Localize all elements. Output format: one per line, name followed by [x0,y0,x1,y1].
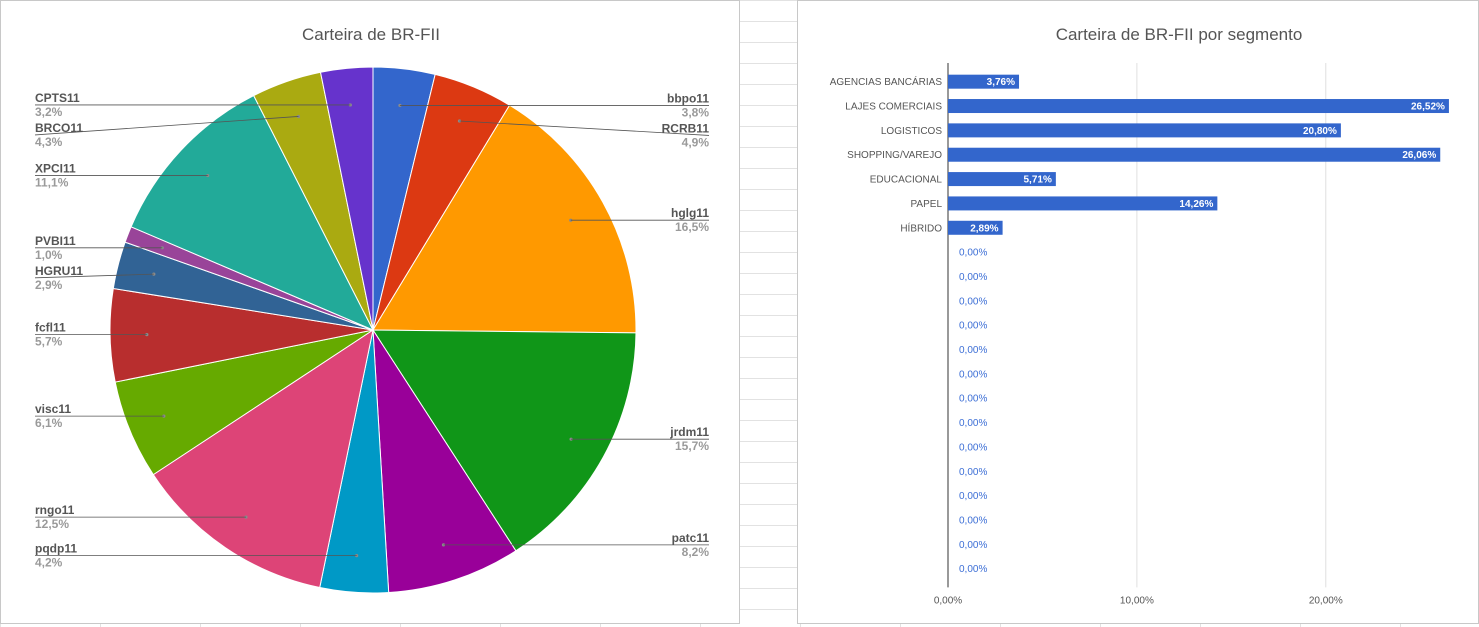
bar-value-label: 0,00% [959,515,987,526]
bar-x-tick-label: 0,00% [934,595,962,606]
bar-value-label: 5,71% [1023,175,1051,186]
bar-value-label: 14,26% [1179,199,1213,210]
bar-value-label: 0,00% [959,272,987,283]
pie-pct-rcrb11: 4,9% [682,135,710,149]
pie-leader-line-brco11 [34,116,299,136]
pie-label-cpts11: CPTS11 [35,91,80,105]
pie-label-pvbi11: PVBI11 [35,234,76,248]
pie-pct-cpts11: 3,2% [35,105,63,119]
bar-value-label: 26,52% [1411,102,1445,113]
bar-value-label: 3,76% [987,77,1015,88]
pie-label-jrdm11: jrdm11 [669,425,709,439]
pie-pct-patc11: 8,2% [682,545,710,559]
bar-chart-title: Carteira de BR-FII por segmento [1056,25,1303,44]
bar[interactable] [948,220,1003,235]
bar[interactable] [948,123,1341,138]
bar-value-label: 0,00% [959,491,987,502]
pie-slice-jrdm11[interactable] [372,329,637,552]
pie-leader-line-rcrb11 [459,120,710,136]
pie-pct-hgru11: 2,9% [35,278,63,292]
bar-category-label: PAPEL [911,199,943,210]
bar-value-label: 0,00% [959,321,987,332]
bar-category-label: EDUCACIONAL [870,175,943,186]
pie-chart-title: Carteira de BR-FII [302,25,440,44]
pie-leader-line-hgru11 [34,273,154,279]
bar-category-label: LOGISTICOS [881,126,942,137]
pie-label-xpci11: XPCI11 [35,162,76,176]
pie-label-hglg11: hglg11 [671,206,709,220]
bar-chart-panel[interactable]: Carteira de BR-FII por segmento AGENCIAS… [797,0,1479,624]
pie-pct-hglg11: 16,5% [675,220,709,234]
bar-value-label: 0,00% [959,467,987,478]
bar-value-label: 0,00% [959,442,987,453]
pie-slice-xpci11[interactable] [130,94,375,332]
pie-pct-xpci11: 11,1% [35,176,69,190]
pie-pct-rngo11: 12,5% [35,517,69,531]
pie-slice-hglg11[interactable] [372,104,637,334]
bar-category-label: SHOPPING/VAREJO [847,150,942,161]
bar[interactable] [948,147,1441,162]
bar-category-label: LAJES COMERCIAIS [845,102,942,113]
bar-x-tick-label: 20,00% [1309,595,1343,606]
bar-chart: Carteira de BR-FII por segmento AGENCIAS… [830,25,1449,606]
pie-label-pqdp11: pqdp11 [35,542,77,556]
pie-pct-fcfl11: 5,7% [35,335,63,349]
pie-label-patc11: patc11 [672,531,710,545]
pie-pct-pvbi11: 1,0% [35,248,63,262]
bar[interactable] [948,99,1449,114]
bar-value-label: 0,00% [959,296,987,307]
pie-label-hgru11: HGRU11 [35,264,83,278]
pie-pct-visc11: 6,1% [35,416,63,430]
pie-pct-pqdp11: 4,2% [35,556,63,570]
bar[interactable] [948,74,1020,89]
pie-chart-panel[interactable]: Carteira de BR-FII bbpo11 3,8% RCRB11 4,9% h… [0,0,740,624]
pie-pct-bbpo11: 3,8% [682,105,710,119]
pie-label-visc11: visc11 [35,402,71,416]
bar-value-label: 0,00% [959,369,987,380]
bar-value-label: 20,80% [1303,126,1337,137]
pie-slice-patc11[interactable] [372,328,517,594]
bar-value-label: 0,00% [959,394,987,405]
pie-label-bbpo11: bbpo11 [667,91,709,105]
bar-value-label: 0,00% [959,345,987,356]
bar-value-label: 0,00% [959,564,987,575]
pie-slice-cpts11[interactable] [319,66,374,331]
bar-category-label: HÍBRIDO [900,221,942,234]
pie-label-fcfl11: fcfl11 [35,321,66,335]
pie-pct-brco11: 4,3% [35,135,63,149]
bar-value-label: 0,00% [959,540,987,551]
pie-label-brco11: BRCO11 [35,121,83,135]
bar[interactable] [948,172,1056,187]
pie-label-rcrb11: RCRB11 [662,121,710,135]
bar-value-label: 0,00% [959,248,987,259]
pie-label-rngo11: rngo11 [35,503,75,517]
bar-category-label: AGENCIAS BANCÁRIAS [830,75,943,88]
pie-pct-jrdm11: 15,7% [675,439,709,453]
bar[interactable] [948,196,1218,211]
bar-value-label: 0,00% [959,418,987,429]
bar-x-tick-label: 10,00% [1120,595,1154,606]
bar-value-label: 2,89% [970,223,998,234]
pie-slice-rngo11[interactable] [152,328,374,589]
bar-value-label: 26,06% [1402,150,1436,161]
